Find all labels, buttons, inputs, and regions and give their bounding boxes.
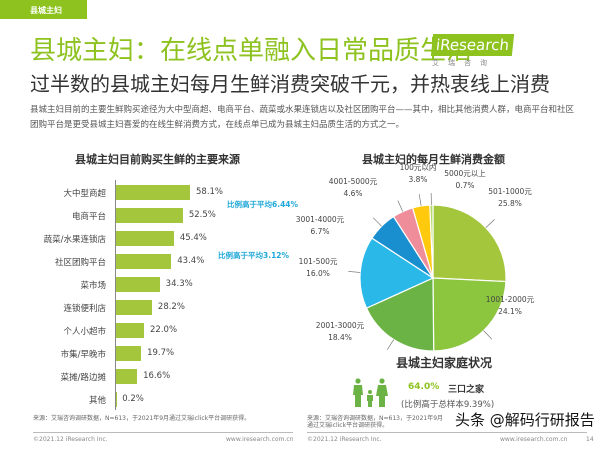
pie-leader-line — [485, 219, 495, 228]
page-number: 14 — [586, 436, 594, 443]
pie-label: 100元以内 3.8% — [388, 162, 448, 186]
pie-label: 3001-4000元 6.7% — [290, 214, 350, 238]
bar — [116, 300, 152, 315]
pie-category-label: 4001-5000元 — [328, 177, 378, 186]
source-note: 来源：艾瑞咨询调研数据，N=613，于2021年9月通过艾瑞iclick平台调研… — [33, 415, 251, 422]
family-title: 县城主妇家庭状况 — [396, 356, 493, 370]
bar-category-label: 大中型商超 — [63, 189, 106, 199]
bar — [116, 277, 160, 292]
pie-leader-line — [483, 330, 493, 340]
pie-value-label: 25.8% — [498, 199, 522, 208]
family-percent: 64.0% — [408, 382, 440, 392]
copyright: ©2021.12 iResearch Inc. — [307, 436, 382, 443]
website-link[interactable]: www.iresearch.com.cn — [226, 436, 294, 443]
pie-label: 4001-5000元 4.6% — [323, 176, 383, 200]
bar-value-label: 22.0% — [150, 325, 178, 335]
source-note: 来源：艾瑞咨询调研数据，N=613，于2021年9月通过艾瑞iclick平台调研… — [307, 415, 444, 429]
pie-value-label: 4.6% — [343, 189, 363, 198]
iresearch-logo: iResearch — [430, 34, 515, 56]
copyright: ©2021.12 iResearch Inc. — [33, 436, 108, 443]
bar — [116, 208, 183, 223]
bar-annotation: 比例高于平均6.44% — [227, 200, 299, 209]
bar-value-label: 16.6% — [143, 371, 171, 381]
bar-category-label: 个人小超市 — [63, 327, 106, 337]
bar-category-label: 电商平台 — [71, 212, 106, 222]
pie-slice — [429, 204, 434, 279]
page-title: 县城主妇：在线点单融入日常品质生活 — [30, 36, 473, 66]
pie-value-label: 16.0% — [306, 269, 330, 278]
bar-value-label: 58.1% — [196, 187, 224, 197]
pie-label: 5000元以上 0.7% — [435, 168, 495, 192]
pie-leader-line — [387, 339, 394, 350]
bar — [116, 346, 142, 361]
divider — [307, 432, 587, 433]
bar-chart-axis — [115, 180, 116, 410]
bar-category-label: 社区团购平台 — [54, 258, 106, 268]
family-note: (比例高于总样本9.39%) — [401, 400, 495, 410]
pie-label: 101-500元 16.0% — [288, 256, 348, 280]
bar — [116, 369, 138, 384]
watermark: 头条 @解码行研报告 — [455, 411, 595, 429]
bar-category-label: 其他 — [88, 396, 106, 406]
bar-value-label: 28.2% — [157, 302, 185, 312]
bar-category-label: 连锁便利店 — [63, 304, 106, 314]
pie-leader-line — [397, 200, 404, 212]
pie-value-label: 24.1% — [498, 307, 522, 316]
bar-chart-title: 县城主妇目前购买生鲜的主要来源 — [75, 153, 240, 166]
page-subtitle: 过半数的县城主妇每月生鲜消费突破千元，并热衷线上消费 — [30, 72, 550, 96]
bar — [116, 323, 145, 338]
website-link[interactable]: www.iresearch.com.cn — [500, 436, 568, 443]
pie-category-label: 3001-4000元 — [295, 215, 345, 224]
pie-category-label: 100元以内 — [399, 163, 437, 172]
pie-leader-line — [372, 217, 382, 227]
pie-category-label: 101-500元 — [298, 257, 338, 266]
bar — [116, 185, 190, 200]
bar — [116, 254, 172, 269]
family-label: 三口之家 — [448, 385, 485, 395]
pie-slice — [359, 237, 435, 309]
pie-leader-line — [348, 271, 361, 273]
pie-label: 501-1000元 25.8% — [480, 186, 540, 210]
pie-chart — [348, 193, 507, 352]
pie-value-label: 3.8% — [408, 175, 428, 184]
bar — [116, 231, 174, 246]
pie-slice — [432, 204, 507, 283]
iresearch-logo-sub: 艾瑞咨询 — [432, 59, 496, 67]
pie-category-label: 2001-3000元 — [315, 321, 365, 330]
section-tag: 县城主妇 — [0, 0, 87, 19]
pie-chart-title: 县城主妇的每月生鲜消费金额 — [362, 153, 505, 166]
pie-category-label: 501-1000元 — [488, 187, 532, 196]
bar-category-label: 蔬菜/水果连锁店 — [43, 235, 106, 245]
bar-value-label: 0.2% — [122, 394, 144, 404]
bar-annotation: 比例高于平均3.12% — [218, 251, 290, 260]
bar-category-label: 菜摊/路边摊 — [60, 373, 106, 383]
bar-value-label: 43.4% — [177, 256, 205, 266]
bar-value-label: 34.3% — [165, 279, 193, 289]
divider — [33, 432, 293, 433]
bar-category-label: 菜市场 — [80, 281, 106, 291]
family-icon — [353, 378, 388, 407]
pie-category-label: 5000元以上 — [444, 169, 486, 178]
pie-value-label: 18.4% — [328, 333, 352, 342]
pie-leader-line — [418, 194, 422, 207]
pie-value-label: 0.7% — [455, 181, 475, 190]
bar-value-label: 52.5% — [188, 210, 216, 220]
pie-category-label: 1001-2000元 — [485, 295, 535, 304]
bar-category-label: 市集/早晚市 — [60, 350, 106, 360]
description: 县城主妇目前的主要生鲜购买途径为大中型商超、电商平台、蔬菜或水果连锁店以及社区团… — [30, 105, 575, 130]
pie-value-label: 6.7% — [310, 227, 330, 236]
bar-value-label: 19.7% — [147, 348, 175, 358]
pie-label: 1001-2000元 24.1% — [480, 294, 540, 318]
bar-value-label: 45.4% — [179, 233, 207, 243]
pie-label: 2001-3000元 18.4% — [310, 320, 370, 344]
